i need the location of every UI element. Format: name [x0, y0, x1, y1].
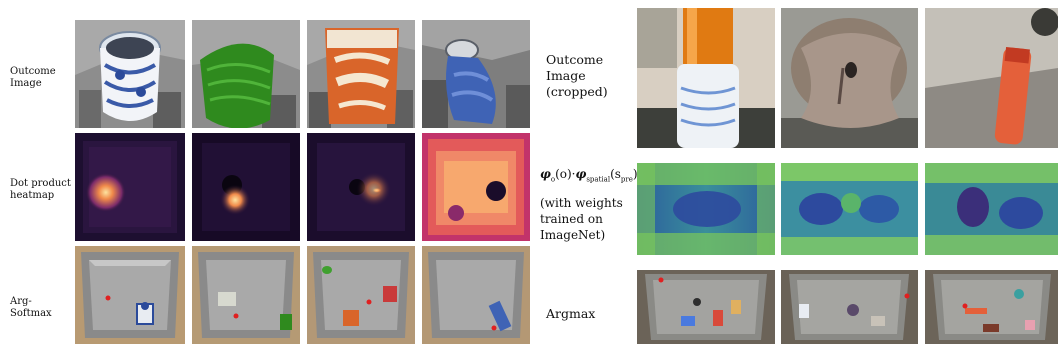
- phi-close: ): [632, 167, 638, 181]
- row-label-argsoftmax: Arg-Softmax: [10, 296, 52, 319]
- argmax-point-1: [658, 277, 664, 283]
- row-label-outcome: Outcome Image: [10, 66, 56, 89]
- weights-note: (with weights trained on ImageNet): [540, 196, 623, 243]
- argmax-image-3: [925, 270, 1058, 344]
- heatmap-4: [422, 133, 530, 241]
- argsoftmax-point-4: [491, 325, 497, 331]
- phi-subscript-pre: pre: [620, 175, 633, 184]
- phi-arg-1: (o)·: [555, 167, 576, 181]
- row-label-phi-product: φo(o)·φspatial(spre) (with weights train…: [540, 166, 638, 243]
- heatmap-2: [192, 133, 300, 241]
- argsoftmax-point-3: [366, 299, 372, 305]
- phi-arg-2: (s: [610, 167, 621, 181]
- argmax-point-3: [962, 303, 968, 309]
- feature-heatmap-2: [781, 163, 918, 255]
- cropped-outcome-2: [781, 8, 918, 148]
- phi-symbol-1: φ: [540, 167, 551, 181]
- argmax-image-2: [781, 270, 918, 344]
- phi-expression: φo(o)·φspatial(spre): [540, 166, 638, 187]
- argmax-image-1: [637, 270, 775, 344]
- outcome-image-2: [192, 20, 300, 128]
- argsoftmax-image-2: [192, 246, 300, 344]
- outcome-image-4: [422, 20, 530, 128]
- row-label-outcome-cropped: Outcome Image (cropped): [546, 52, 608, 99]
- argmax-point-2: [904, 293, 910, 299]
- feature-heatmap-3: [925, 163, 1058, 255]
- row-label-argmax: Argmax: [546, 306, 596, 321]
- phi-symbol-2: φ: [575, 167, 587, 181]
- outcome-image-3: [307, 20, 415, 128]
- outcome-image-1: [75, 20, 185, 128]
- argsoftmax-image-4: [422, 246, 530, 344]
- phi-subscript-o: o: [550, 175, 556, 184]
- heatmap-1: [75, 133, 185, 241]
- row-label-heatmap: Dot product heatmap: [10, 178, 71, 201]
- heatmap-3: [307, 133, 415, 241]
- cropped-outcome-1: [637, 8, 775, 148]
- phi-subscript-spatial: spatial: [586, 175, 611, 184]
- argsoftmax-point-1: [105, 295, 111, 301]
- argsoftmax-point-2: [233, 313, 239, 319]
- argsoftmax-image-1: [75, 246, 185, 344]
- feature-heatmap-1: [637, 163, 775, 255]
- cropped-outcome-3: [925, 8, 1058, 148]
- argsoftmax-image-3: [307, 246, 415, 344]
